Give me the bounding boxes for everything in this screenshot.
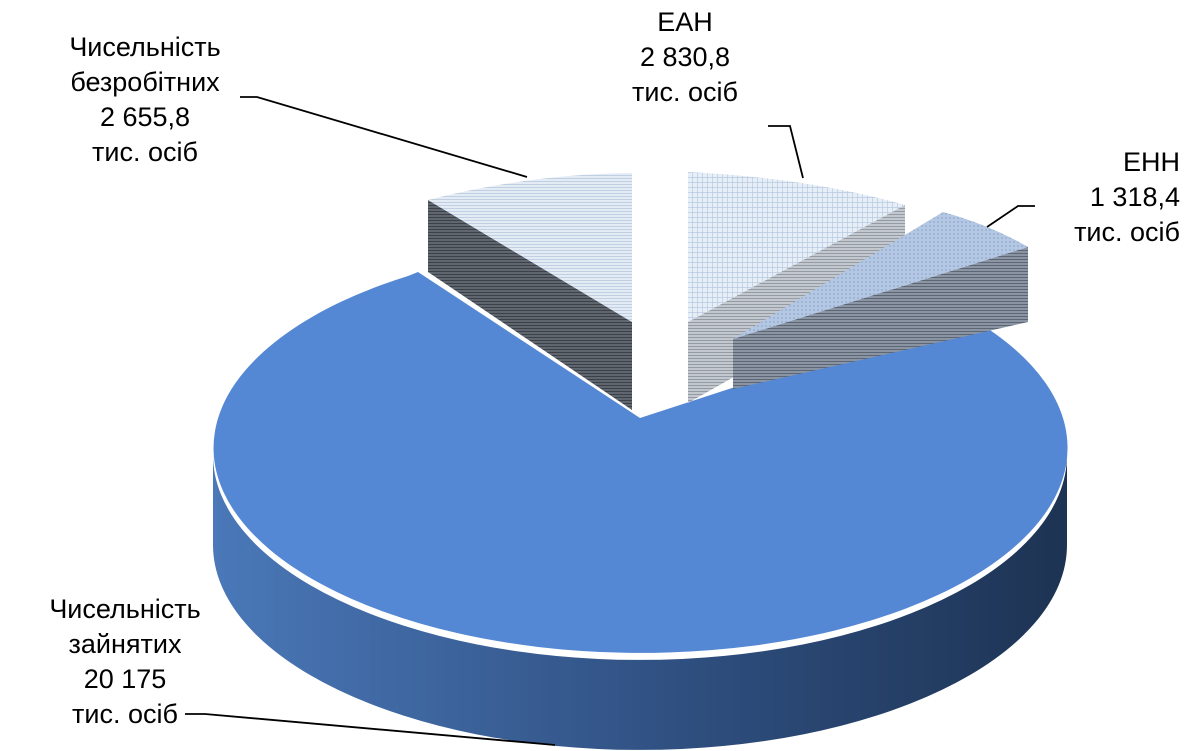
data-label-employed-value: 20 175 xyxy=(83,664,167,694)
data-label-employed-unit: тис. осіб xyxy=(72,699,178,729)
data-label-employed-line: Чисельність xyxy=(49,594,201,624)
leader-line-employed xyxy=(185,713,556,746)
slice-employed-top xyxy=(213,272,1068,653)
slice-enn xyxy=(733,212,1028,389)
data-label-ean-unit: тис. осіб xyxy=(632,77,738,107)
data-label-unemployed-line: Чисельність xyxy=(69,32,221,62)
data-label-enn-name: ЕНН xyxy=(1122,147,1180,177)
slice-ean-top xyxy=(688,172,905,322)
data-label-ean: ЕАН 2 830,8 тис. осіб xyxy=(610,5,760,110)
slice-employed-side xyxy=(213,455,1067,750)
data-label-enn: ЕНН 1 318,4 тис. осіб xyxy=(1020,145,1180,250)
slice-unemployed xyxy=(428,173,632,410)
data-label-employed-line: зайнятих xyxy=(68,629,182,659)
leader-line-ean xyxy=(768,125,804,179)
data-label-enn-unit: тис. осіб xyxy=(1074,217,1180,247)
slice-employed xyxy=(213,272,1068,750)
slice-unemployed-side xyxy=(428,200,632,410)
data-label-unemployed-line: безробітних xyxy=(70,67,220,97)
slice-enn-side xyxy=(733,247,1028,389)
slice-unemployed-top xyxy=(428,173,632,322)
data-label-ean-value: 2 830,8 xyxy=(639,42,731,72)
data-label-ean-name: ЕАН xyxy=(657,7,713,37)
leader-line-enn xyxy=(986,205,1035,228)
slice-enn-top xyxy=(733,212,1028,339)
data-label-enn-value: 1 318,4 xyxy=(1089,182,1180,212)
data-label-unemployed-value: 2 655,8 xyxy=(99,102,191,132)
leader-line-unemployed xyxy=(240,96,528,178)
data-label-unemployed-unit: тис. осіб xyxy=(92,137,198,167)
data-label-unemployed: Чисельність безробітних 2 655,8 тис. осі… xyxy=(45,30,245,170)
data-label-employed: Чисельність зайнятих 20 175 тис. осіб xyxy=(35,592,215,732)
